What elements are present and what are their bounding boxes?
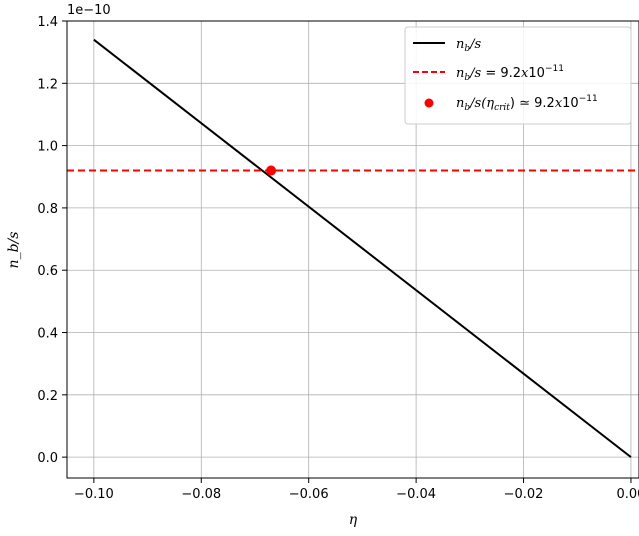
- x-tick-label: −0.06: [289, 487, 329, 502]
- y-tick-label: 0.6: [37, 264, 58, 279]
- y-offset-text: 1e−10: [67, 3, 111, 18]
- y-tick-label: 0.4: [37, 327, 58, 342]
- plot-frame: [66, 20, 639, 479]
- x-tick-label: −0.02: [504, 487, 544, 502]
- legend-label-2: nb/s = 9.2x10−11: [456, 64, 564, 83]
- ticks: −0.10 −0.08 −0.06 −0.04 −0.02 0.00 0.0 0.2 0.4 0.…: [37, 15, 639, 502]
- y-tick-label: 0.8: [37, 202, 58, 217]
- series-line-nb-s: [93, 38, 632, 458]
- series-point-critical: [266, 165, 277, 176]
- x-tick-label: −0.08: [181, 487, 221, 502]
- legend-label-3: nb/s(ηcrit) ≃ 9.2x10−11: [456, 94, 598, 113]
- y-tick-label: 1.4: [37, 15, 58, 30]
- y-tick-label: 0.2: [37, 389, 58, 404]
- legend-label-1: nb/s: [456, 37, 482, 54]
- legend-marker: [424, 98, 434, 108]
- x-tick-label: −0.04: [396, 487, 436, 502]
- series: [67, 38, 639, 458]
- x-axis-label: η: [349, 512, 358, 528]
- y-tick-label: 0.0: [37, 451, 58, 466]
- legend-box: [404, 26, 632, 125]
- legend: nb/s nb/s = 9.2x10−11 nb/s(ηcrit) ≃ 9.2x…: [404, 26, 632, 125]
- y-tick-label: 1.0: [37, 140, 58, 155]
- y-axis-label: n_b/s: [6, 232, 22, 269]
- y-tick-label: 1.2: [37, 77, 58, 92]
- x-tick-label: 0.00: [616, 487, 639, 502]
- x-tick-label: −0.10: [74, 487, 114, 502]
